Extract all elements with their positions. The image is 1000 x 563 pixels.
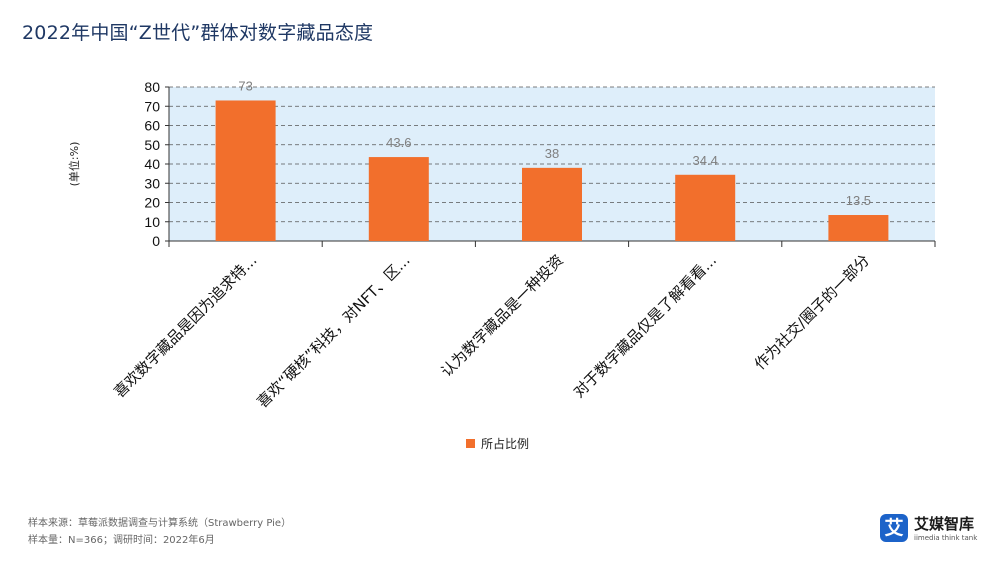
legend-swatch: [466, 439, 475, 448]
brand-subtitle: iimedia think tank: [914, 534, 978, 542]
chart-title: 2022年中国“Z世代”群体对数字藏品态度: [22, 22, 374, 44]
data-label: 38: [545, 146, 559, 161]
y-tick-label: 20: [144, 195, 160, 211]
category-label: 喜欢“硬核”科技，对NFT、区...: [253, 251, 413, 411]
data-label: 13.5: [846, 193, 871, 208]
y-tick-label: 80: [144, 79, 160, 95]
source-note: 样本来源：草莓派数据调查与计算系统（Strawberry Pie）: [28, 518, 292, 529]
data-label: 34.4: [693, 153, 718, 168]
y-tick-label: 30: [144, 175, 160, 191]
bar: [368, 157, 429, 241]
sample-note: 样本量：N=366；调研时间：2022年6月: [28, 535, 215, 546]
y-tick-label: 50: [144, 137, 160, 153]
category-label: 对于数字藏品仅是了解看看...: [570, 251, 720, 401]
brand-logo-icon: 艾: [880, 514, 908, 542]
brand-logo: 艾 艾媒智库 iimedia think tank: [880, 512, 985, 546]
bar: [215, 100, 276, 241]
y-axis-label: (单位:%): [67, 142, 81, 187]
brand-name: 艾媒智库: [914, 515, 975, 533]
y-tick-label: 0: [152, 233, 160, 249]
bar: [675, 174, 736, 241]
category-label: 喜欢数字藏品是因为追求特...: [110, 251, 260, 401]
y-tick-label: 70: [144, 98, 160, 114]
y-tick-label: 60: [144, 118, 160, 134]
y-tick-label: 40: [144, 156, 160, 172]
data-label: 43.6: [386, 135, 411, 150]
bar: [828, 215, 889, 241]
y-tick-label: 10: [144, 214, 160, 230]
bar: [522, 167, 582, 241]
legend-label: 所占比例: [481, 436, 529, 451]
data-label: 73: [238, 78, 252, 93]
category-label: 认为数字藏品是一种投资: [437, 251, 566, 380]
category-label: 作为社交/圈子的一部分: [751, 251, 873, 373]
